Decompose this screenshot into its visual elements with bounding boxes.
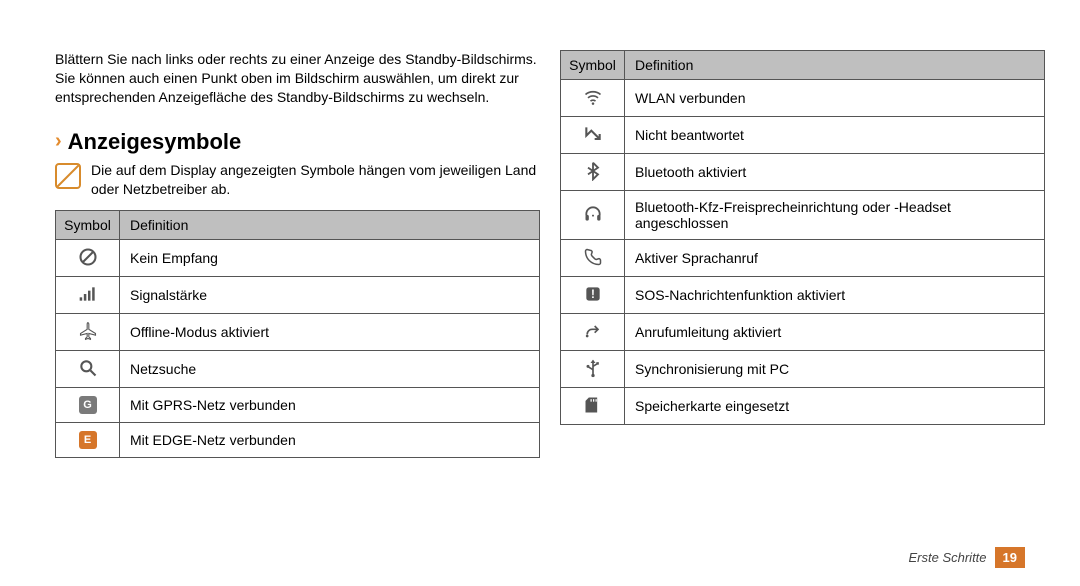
missed-icon [561, 117, 625, 154]
table-row: WLAN verbunden [561, 80, 1045, 117]
usb-icon [561, 351, 625, 388]
table-row: Bluetooth-Kfz-Freisprecheinrichtung oder… [561, 191, 1045, 240]
definition-cell: Speicherkarte eingesetzt [625, 388, 1045, 425]
note-block: Die auf dem Display angezeigten Symbole … [55, 161, 540, 199]
th-symbol: Symbol [56, 211, 120, 240]
th-definition: Definition [625, 51, 1045, 80]
table-row: ! SOS-Nachrichtenfunktion aktiviert [561, 277, 1045, 314]
table-row: EMit EDGE-Netz verbunden [56, 423, 540, 458]
page-footer: Erste Schritte 19 [909, 547, 1026, 568]
footer-text: Erste Schritte [909, 550, 987, 565]
definition-cell: Nicht beantwortet [625, 117, 1045, 154]
table-row: Speicherkarte eingesetzt [561, 388, 1045, 425]
definition-cell: Mit EDGE-Netz verbunden [120, 423, 540, 458]
table-row: Bluetooth aktiviert [561, 154, 1045, 191]
sos-icon: ! [561, 277, 625, 314]
wifi-icon [561, 80, 625, 117]
sdcard-icon [561, 388, 625, 425]
signal-bars-icon [56, 277, 120, 314]
table-row: Aktiver Sprachanruf [561, 240, 1045, 277]
edge-icon: E [56, 423, 120, 458]
table-row: Netzsuche [56, 351, 540, 388]
definition-cell: Offline-Modus aktiviert [120, 314, 540, 351]
definition-cell: Netzsuche [120, 351, 540, 388]
page-number: 19 [995, 547, 1025, 568]
bluetooth-icon [561, 154, 625, 191]
table-row: Signalstärke [56, 277, 540, 314]
table-row: Kein Empfang [56, 240, 540, 277]
forward-icon [561, 314, 625, 351]
definition-cell: Bluetooth aktiviert [625, 154, 1045, 191]
table-row: Synchronisierung mit PC [561, 351, 1045, 388]
gprs-icon: G [56, 388, 120, 423]
definition-cell: WLAN verbunden [625, 80, 1045, 117]
definition-cell: Bluetooth-Kfz-Freisprecheinrichtung oder… [625, 191, 1045, 240]
section-title: Anzeigesymbole [68, 129, 242, 155]
definition-cell: Signalstärke [120, 277, 540, 314]
intro-paragraph: Blättern Sie nach links oder rechts zu e… [55, 50, 540, 107]
airplane-icon [56, 314, 120, 351]
definition-cell: Mit GPRS-Netz verbunden [120, 388, 540, 423]
definition-cell: SOS-Nachrichtenfunktion aktiviert [625, 277, 1045, 314]
call-icon [561, 240, 625, 277]
no-signal-icon [56, 240, 120, 277]
th-symbol: Symbol [561, 51, 625, 80]
table-row: GMit GPRS-Netz verbunden [56, 388, 540, 423]
svg-text:!: ! [591, 288, 595, 301]
th-definition: Definition [120, 211, 540, 240]
definition-cell: Anrufumleitung aktiviert [625, 314, 1045, 351]
definition-cell: Kein Empfang [120, 240, 540, 277]
symbols-table-right: Symbol Definition WLAN verbundenNicht be… [560, 50, 1045, 425]
table-row: Anrufumleitung aktiviert [561, 314, 1045, 351]
note-icon [55, 163, 81, 189]
symbols-table-left: Symbol Definition Kein EmpfangSignalstär… [55, 210, 540, 458]
table-row: Nicht beantwortet [561, 117, 1045, 154]
chevron-icon: › [55, 130, 62, 153]
note-text: Die auf dem Display angezeigten Symbole … [91, 161, 540, 199]
definition-cell: Synchronisierung mit PC [625, 351, 1045, 388]
section-header: › Anzeigesymbole [55, 129, 540, 155]
table-row: Offline-Modus aktiviert [56, 314, 540, 351]
definition-cell: Aktiver Sprachanruf [625, 240, 1045, 277]
search-icon [56, 351, 120, 388]
bt-headset-icon [561, 191, 625, 240]
